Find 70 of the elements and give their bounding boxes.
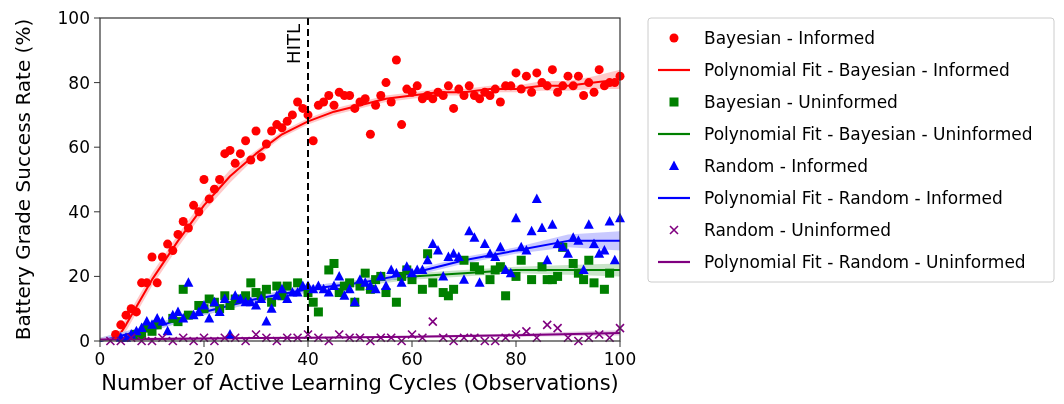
point — [178, 332, 188, 343]
point — [480, 336, 490, 346]
legend-label: Bayesian - Informed — [704, 28, 875, 48]
point — [365, 336, 376, 346]
point — [407, 329, 417, 340]
y-axis-title: Battery Grade Success Rate (%) — [11, 18, 35, 341]
point — [376, 332, 386, 343]
point — [324, 336, 334, 346]
point — [355, 332, 365, 343]
point — [428, 316, 438, 327]
x-tick-label: 0 — [94, 349, 106, 369]
point — [313, 332, 324, 343]
point — [552, 323, 563, 333]
point — [147, 336, 157, 346]
y-tick-label: 40 — [68, 201, 90, 222]
point — [542, 320, 552, 330]
point — [386, 332, 396, 343]
x-tick-label: 60 — [401, 349, 423, 369]
x-tick-label: 80 — [505, 349, 527, 369]
point — [209, 336, 220, 346]
y-tick-label: 100 — [57, 8, 90, 28]
point — [490, 336, 500, 346]
point — [261, 332, 272, 343]
point — [116, 336, 126, 346]
point — [157, 332, 168, 343]
point — [105, 336, 116, 346]
y-tick-label: 20 — [68, 266, 90, 287]
ref-line-label: HITL — [283, 24, 304, 64]
legend-label: Polynomial Fit - Bayesian - Uninformed — [704, 124, 1033, 144]
point — [573, 336, 584, 346]
point — [344, 332, 355, 343]
x-axis-title: Number of Active Learning Cycles (Observations) — [101, 371, 619, 395]
x-tick-label: 100 — [603, 349, 637, 369]
point — [511, 329, 521, 340]
point — [469, 332, 480, 343]
legend-label: Bayesian - Uninformed — [704, 92, 898, 112]
point — [334, 329, 344, 340]
point — [396, 336, 407, 346]
point — [500, 332, 511, 343]
x-tick-label: 20 — [193, 349, 215, 369]
point — [459, 332, 469, 343]
point — [230, 332, 240, 343]
point — [220, 332, 230, 343]
y-tick-label: 0 — [79, 331, 90, 351]
point — [188, 336, 199, 346]
legend-label: Polynomial Fit - Random - Uninformed — [704, 252, 1026, 272]
point — [240, 336, 251, 346]
point — [199, 332, 209, 343]
point — [563, 332, 573, 343]
y-tick-label: 60 — [68, 137, 90, 158]
x-tick-label: 40 — [297, 349, 319, 369]
legend-label: Random - Uninformed — [704, 220, 891, 240]
point — [417, 332, 428, 343]
legend-label: Polynomial Fit - Random - Informed — [704, 188, 1003, 208]
y-tick-label: 80 — [68, 72, 90, 93]
point — [532, 332, 542, 343]
point — [282, 332, 292, 343]
legend-label: Polynomial Fit - Bayesian - Informed — [704, 60, 1010, 80]
point — [594, 329, 604, 340]
point — [272, 336, 282, 346]
point — [292, 332, 303, 343]
point — [136, 336, 147, 346]
point — [448, 336, 459, 346]
point — [126, 332, 136, 343]
point — [168, 336, 178, 346]
legend-label: Random - Informed — [704, 156, 868, 176]
point — [303, 329, 313, 340]
point — [438, 332, 448, 343]
point — [615, 323, 625, 333]
point — [521, 326, 532, 337]
